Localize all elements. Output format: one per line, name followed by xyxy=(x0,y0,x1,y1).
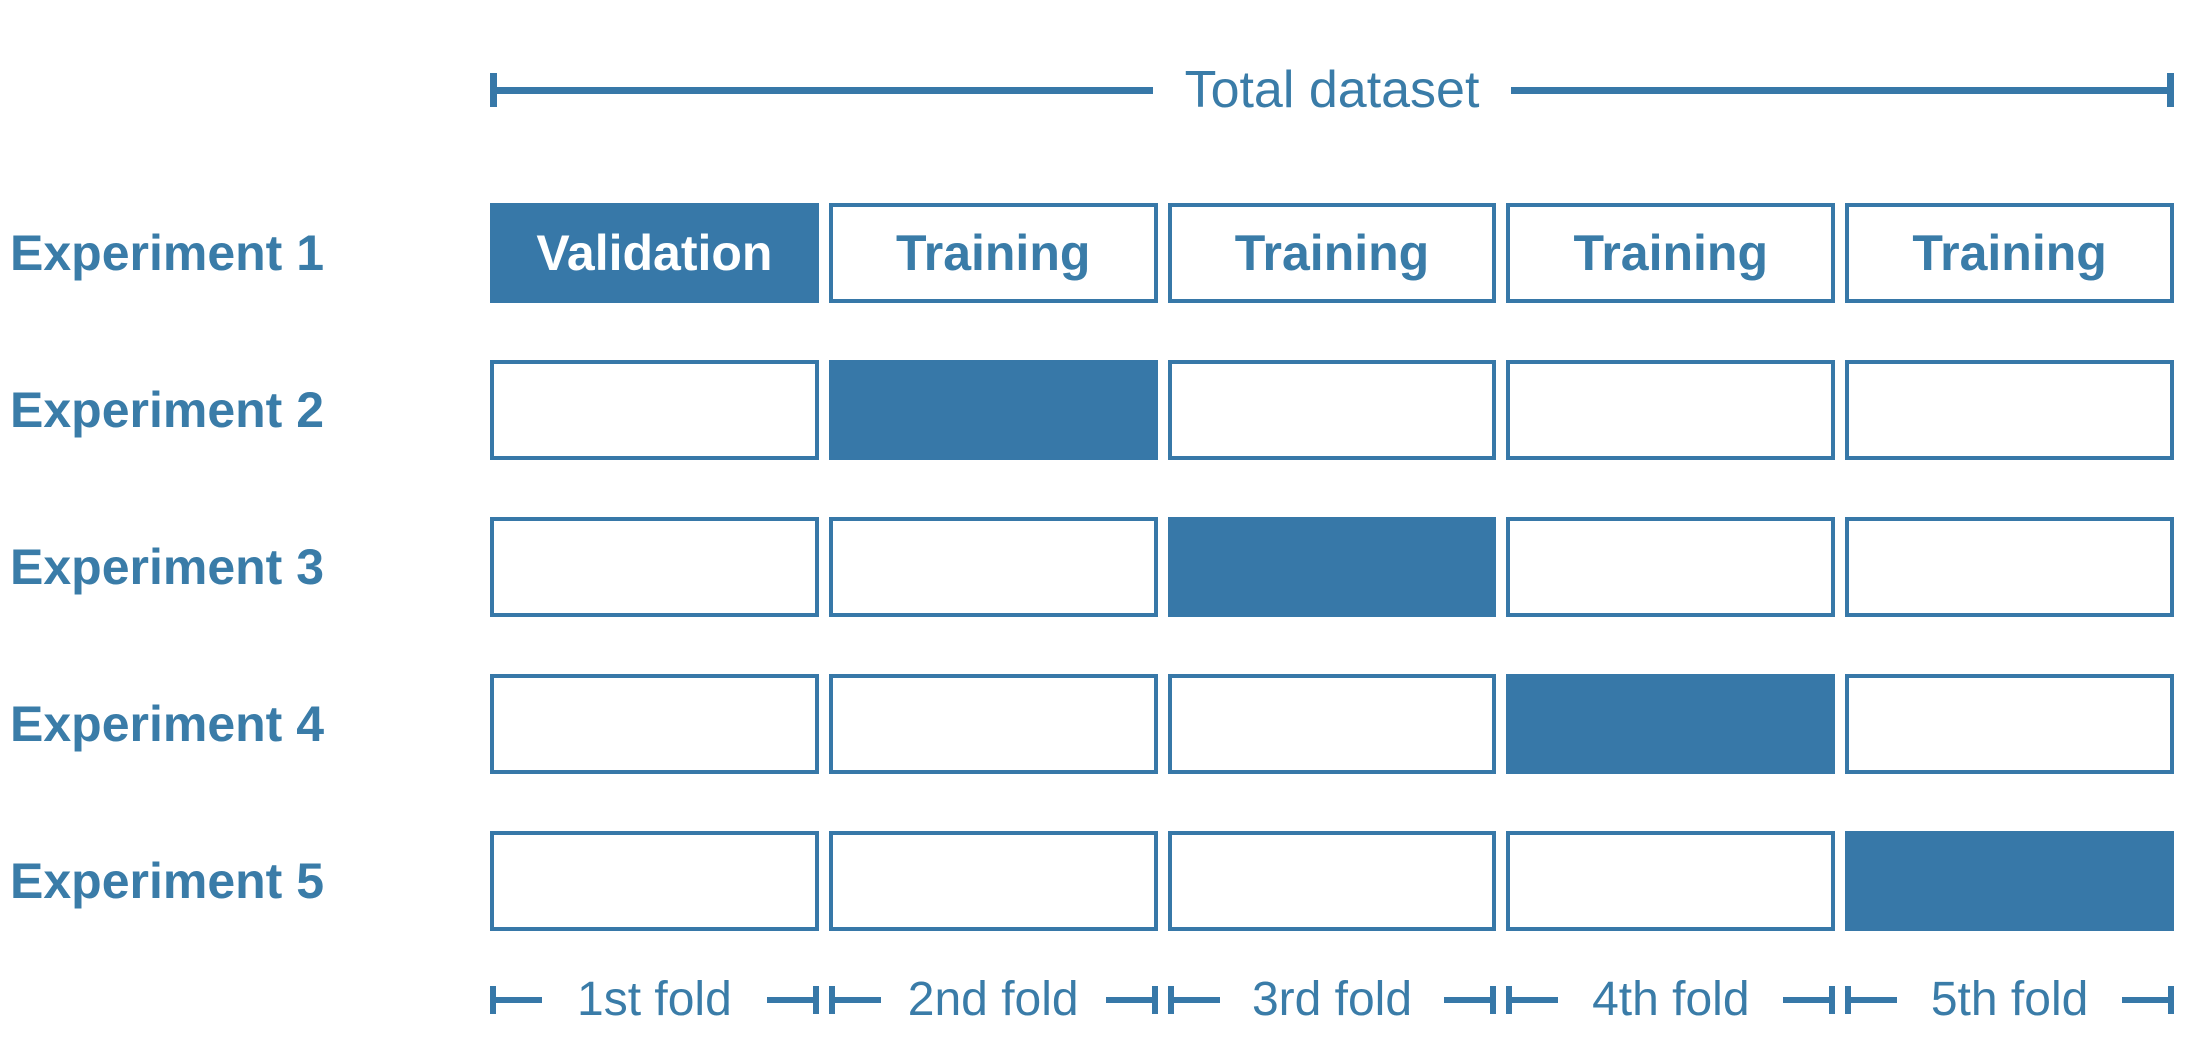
experiment-4-label: Experiment 4 xyxy=(10,696,325,752)
fold-label-3: 3rd fold xyxy=(1167,972,1497,1028)
cell-training xyxy=(490,674,819,774)
fold-1-text: 1st fold xyxy=(577,973,732,1026)
bracket-left-line xyxy=(497,86,1153,94)
fold-left-tick-icon xyxy=(1845,986,1898,1014)
fold-left-tick-icon xyxy=(828,986,881,1014)
fold-label-5: 5th fold xyxy=(1845,972,2174,1028)
cell-training: Training xyxy=(828,203,1158,303)
experiment-3-label: Experiment 3 xyxy=(10,539,325,595)
fold-cells xyxy=(490,674,2174,774)
fold-label-2: 2nd fold xyxy=(828,972,1158,1028)
experiment-row-1: Experiment 1 Validation Training Trainin… xyxy=(0,203,2196,303)
fold-cells: Validation Training Training Training Tr… xyxy=(490,203,2174,303)
fold-cells xyxy=(490,831,2174,931)
fold-label-1: 1st fold xyxy=(490,972,819,1028)
cell-training xyxy=(1506,517,1836,617)
cell-training xyxy=(490,831,819,931)
bracket-left-cap xyxy=(490,73,497,107)
cell-training xyxy=(1506,831,1836,931)
cell-training xyxy=(1845,517,2174,617)
fold-label-4: 4th fold xyxy=(1506,972,1836,1028)
bracket-right-line xyxy=(1511,86,2167,94)
total-dataset-bracket: Total dataset xyxy=(490,64,2174,116)
cell-training xyxy=(1167,360,1497,460)
experiment-row-4: Experiment 4 xyxy=(0,674,2196,774)
cell-validation xyxy=(1845,831,2174,931)
fold-left-tick-icon xyxy=(1167,986,1220,1014)
cell-training: Training xyxy=(1167,203,1497,303)
cell-training xyxy=(490,517,819,617)
cell-training xyxy=(1845,674,2174,774)
cell-validation xyxy=(1506,674,1836,774)
fold-cells xyxy=(490,517,2174,617)
fold-4-text: 4th fold xyxy=(1592,973,1750,1026)
experiment-row-3: Experiment 3 xyxy=(0,517,2196,617)
fold-right-tick-icon xyxy=(766,986,819,1014)
fold-2-text: 2nd fold xyxy=(907,973,1079,1026)
fold-axis: 1st fold 2nd fold 3rd fold 4th fold 5th … xyxy=(490,972,2174,1028)
cell-training xyxy=(490,360,819,460)
cell-training xyxy=(828,674,1158,774)
experiment-row-2: Experiment 2 xyxy=(0,360,2196,460)
fold-3-text: 3rd fold xyxy=(1251,973,1413,1026)
cell-training: Training xyxy=(1506,203,1836,303)
experiment-5-label: Experiment 5 xyxy=(10,853,325,909)
cell-validation xyxy=(828,360,1158,460)
total-dataset-label: Total dataset xyxy=(1184,61,1480,119)
cell-validation xyxy=(1167,517,1497,617)
fold-5-text: 5th fold xyxy=(1930,973,2089,1026)
cell-training xyxy=(1167,831,1497,931)
experiment-row-5: Experiment 5 xyxy=(0,831,2196,931)
cell-training xyxy=(1845,360,2174,460)
bracket-right-cap xyxy=(2167,73,2174,107)
fold-left-tick-icon xyxy=(1506,986,1559,1014)
cell-training xyxy=(1506,360,1836,460)
fold-cells xyxy=(490,360,2174,460)
experiment-2-label: Experiment 2 xyxy=(10,382,325,438)
fold-right-tick-icon xyxy=(1444,986,1497,1014)
fold-left-tick-icon xyxy=(490,986,542,1014)
cell-training xyxy=(1167,674,1497,774)
cell-validation: Validation xyxy=(490,203,819,303)
experiment-1-label: Experiment 1 xyxy=(10,225,325,281)
fold-right-tick-icon xyxy=(1783,986,1836,1014)
fold-right-tick-icon xyxy=(1105,986,1158,1014)
cell-training xyxy=(828,517,1158,617)
cell-training xyxy=(828,831,1158,931)
fold-right-tick-icon xyxy=(2121,986,2174,1014)
cell-training: Training xyxy=(1845,203,2174,303)
